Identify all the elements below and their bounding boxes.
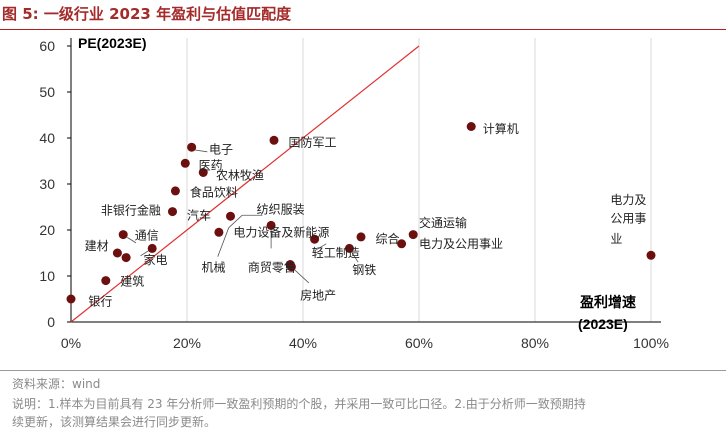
data-point xyxy=(226,211,235,221)
y-axis-title: PE(2023E) xyxy=(78,35,146,51)
data-point xyxy=(269,135,279,145)
point-label: 食品饮料 xyxy=(190,184,238,199)
data-point xyxy=(168,207,177,217)
leader-line xyxy=(140,249,150,257)
data-point xyxy=(180,158,190,168)
data-point xyxy=(466,122,476,131)
data-point xyxy=(286,262,296,272)
tick-layer: 0 10 20 30 40 50 60 0% 20% 40% 60% 80% 100% xyxy=(39,38,668,351)
point-label: 建材 xyxy=(85,239,109,253)
title-divider xyxy=(0,29,726,30)
leader-line xyxy=(217,227,230,257)
y-tick-label: 20 xyxy=(39,222,55,238)
data-point xyxy=(266,220,276,230)
data-point xyxy=(101,276,111,286)
point-label: 电子 xyxy=(209,143,233,157)
x-tick-label: 80% xyxy=(521,335,549,351)
data-point xyxy=(214,227,224,237)
point-label: 钢铁 xyxy=(352,263,376,277)
data-point xyxy=(112,248,122,258)
point-label: 房地产 xyxy=(300,287,336,302)
point-label: 电力设备及新能源 xyxy=(233,224,329,239)
point-label: 商贸零售 xyxy=(248,260,296,275)
data-point xyxy=(170,186,180,196)
point-layer xyxy=(66,122,656,304)
point-label: 交通运输 xyxy=(419,215,467,230)
point-label: 国防军工 xyxy=(289,135,337,150)
y-tick-label: 50 xyxy=(39,84,55,100)
y-tick-label: 60 xyxy=(39,38,55,54)
data-point xyxy=(397,239,407,249)
data-point xyxy=(356,232,366,242)
y-tick-label: 30 xyxy=(39,176,55,192)
point-label: 电力及 xyxy=(610,193,646,207)
explanation-note-line1: 说明：1.样本为目前具有 23 年分析师一致盈利预期的个股，并采用一致可比口径。… xyxy=(12,397,586,411)
x-tick-label: 100% xyxy=(633,335,669,351)
point-label: 农林牧渔 xyxy=(216,169,264,183)
figure-title: 图 5: 一级行业 2023 年盈利与估值匹配度 xyxy=(2,5,292,23)
y-tick-label: 0 xyxy=(47,314,55,330)
point-label: 计算机 xyxy=(483,121,519,136)
leader-line xyxy=(127,237,137,244)
x-tick-label: 40% xyxy=(289,335,317,351)
leader-line xyxy=(228,214,243,228)
point-label: 电力及公用事业 xyxy=(419,237,503,251)
point-label: 业 xyxy=(610,232,622,246)
point-label: 银行 xyxy=(88,294,112,308)
point-label: 家电 xyxy=(144,252,168,267)
point-label: 机械 xyxy=(202,260,226,275)
data-point xyxy=(310,234,320,244)
point-label: 通信 xyxy=(135,229,159,243)
grid-layer xyxy=(186,38,652,322)
point-label: 公用事 xyxy=(610,212,646,226)
point-label: 汽车 xyxy=(187,207,211,222)
point-label: 纺织服装 xyxy=(257,202,305,216)
explanation-note-line2: 续更新，该测算结果会进行同步更新。 xyxy=(12,415,217,429)
point-label: 非银行金融 xyxy=(101,203,161,218)
data-point xyxy=(198,168,208,177)
x-axis-title-line2: (2023E) xyxy=(578,316,628,332)
footer-divider xyxy=(0,370,726,371)
point-label: 医药 xyxy=(199,159,223,173)
point-label: 轻工制造 xyxy=(312,246,360,260)
x-axis-title-line1: 盈利增速 xyxy=(579,294,636,311)
x-tick-label: 20% xyxy=(173,335,201,351)
data-point xyxy=(344,243,354,253)
data-point xyxy=(118,230,128,240)
y-tick-label: 10 xyxy=(39,268,55,284)
reference-diagonal-line xyxy=(70,45,420,323)
data-point xyxy=(646,250,656,260)
y-tick-label: 40 xyxy=(39,130,55,146)
x-tick-label: 60% xyxy=(405,335,433,351)
data-point xyxy=(187,142,197,152)
data-point xyxy=(121,253,131,263)
point-label: 综合 xyxy=(376,231,400,246)
source-note: 资料来源：wind xyxy=(12,377,101,391)
x-tick-label: 0% xyxy=(61,335,81,351)
data-point xyxy=(147,243,157,253)
leader-line xyxy=(314,243,327,252)
data-point xyxy=(66,294,76,304)
point-label: 建筑 xyxy=(120,274,144,289)
data-point xyxy=(408,230,418,240)
